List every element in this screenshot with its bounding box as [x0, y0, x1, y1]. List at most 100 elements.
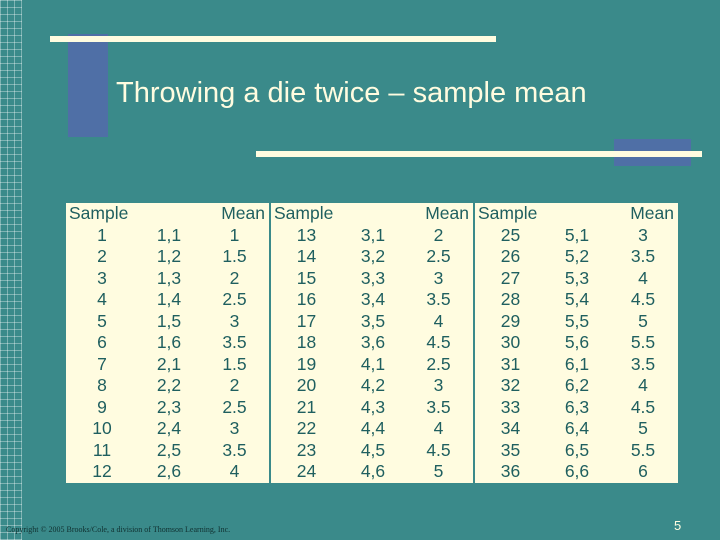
- pair-cell: 4,2: [360, 375, 386, 395]
- mean-cell: 1.5: [200, 353, 271, 375]
- mean-cell: 2.5: [404, 246, 475, 268]
- pair-cell: 2,1: [156, 353, 182, 374]
- table-row: 7 2,1 1.5 19 4,1 2.5 31 6,1 3.5: [66, 353, 678, 375]
- sample-number-cell: 9: [97, 396, 107, 417]
- mean-cell: 3.5: [404, 396, 475, 418]
- mean-cell: 3.5: [630, 246, 656, 266]
- pair-cell: 4,3: [360, 396, 386, 417]
- sample-number-cell: 35: [500, 439, 521, 460]
- sample-number-cell: 24: [296, 461, 317, 481]
- mean-cell: 2: [200, 267, 271, 289]
- grid-pattern-strip: [0, 0, 22, 540]
- sample-number-cell: 23: [296, 439, 317, 460]
- mean-cell: 4: [638, 375, 648, 395]
- pair-cell: 4,4: [360, 418, 386, 438]
- sample-number-cell: 7: [97, 353, 107, 374]
- mean-cell: 4.5: [630, 396, 656, 417]
- pair-cell: 5,6: [564, 332, 590, 352]
- pair-cell: 6,6: [564, 461, 590, 481]
- mean-cell: 3: [404, 267, 475, 289]
- pair-cell: 4,6: [360, 461, 386, 481]
- table-header-row: Sample Mean Sample Mean Sample Mean: [66, 203, 678, 225]
- table-body: 1 1,1 1 13 3,1 2 25 5,1 3 2 1,2 1.5 14 3,2 2.5 26 5,2 3.5…: [66, 224, 678, 483]
- mean-cell: 5.5: [630, 439, 656, 460]
- mean-cell: 2: [200, 375, 271, 397]
- mean-cell: 4.5: [404, 332, 475, 354]
- pair-cell: 3,3: [360, 267, 386, 288]
- sample-number-cell: 19: [296, 353, 317, 374]
- sample-number-cell: 13: [296, 224, 317, 245]
- table-row: 10 2,4 3 22 4,4 4 34 6,4 5: [66, 418, 678, 440]
- pair-cell: 6,2: [564, 375, 590, 395]
- pair-cell: 2,3: [156, 396, 182, 417]
- slide-title: Throwing a die twice – sample mean: [116, 77, 587, 109]
- sample-number-cell: 18: [296, 332, 317, 352]
- pair-cell: 1,2: [156, 246, 182, 266]
- pair-cell: 1,5: [156, 310, 182, 331]
- mean-cell: 4: [404, 418, 475, 440]
- sample-number-cell: 25: [500, 224, 521, 245]
- mean-cell: 1.5: [200, 246, 271, 268]
- pair-cell: 6,4: [564, 418, 590, 438]
- pair-cell: 3,2: [360, 246, 386, 266]
- table-row: 9 2,3 2.5 21 4,3 3.5 33 6,3 4.5: [66, 396, 678, 418]
- pair-cell: 3,6: [360, 332, 386, 352]
- sample-number-cell: 15: [296, 267, 317, 288]
- pair-cell: 1,3: [156, 267, 182, 288]
- table-row: 8 2,2 2 20 4,2 3 32 6,2 4: [66, 375, 678, 397]
- sample-number-cell: 5: [97, 310, 107, 331]
- header-sample-2: Sample: [274, 203, 334, 223]
- pair-cell: 5,1: [564, 224, 590, 245]
- pair-cell: 3,4: [360, 289, 386, 309]
- table-row: 6 1,6 3.5 18 3,6 4.5 30 5,6 5.5: [66, 332, 678, 354]
- mean-cell: 5.5: [630, 332, 656, 352]
- decor-top-bar: [50, 36, 496, 42]
- sample-number-cell: 27: [500, 267, 521, 288]
- table-row: 11 2,5 3.5 23 4,5 4.5 35 6,5 5.5: [66, 439, 678, 461]
- sample-number-cell: 30: [500, 332, 521, 352]
- pair-cell: 2,2: [156, 375, 182, 395]
- mean-cell: 2: [404, 224, 475, 246]
- header-mean-1: Mean: [200, 203, 271, 225]
- sample-number-cell: 3: [97, 267, 107, 288]
- header-sample-1: Sample: [69, 203, 129, 223]
- mean-cell: 3.5: [630, 353, 656, 374]
- sample-number-cell: 22: [296, 418, 317, 438]
- sample-number-cell: 32: [500, 375, 521, 395]
- pair-cell: 6,1: [564, 353, 590, 374]
- table-row: 5 1,5 3 17 3,5 4 29 5,5 5: [66, 310, 678, 332]
- pair-cell: 2,4: [156, 418, 182, 438]
- sample-number-cell: 6: [97, 332, 107, 352]
- pair-cell: 2,5: [156, 439, 182, 460]
- decor-middle-bar: [256, 151, 702, 157]
- mean-cell: 1: [200, 224, 271, 246]
- sample-number-cell: 17: [296, 310, 317, 331]
- pair-cell: 2,6: [156, 461, 182, 481]
- pair-cell: 5,2: [564, 246, 590, 266]
- pair-cell: 1,4: [156, 289, 182, 309]
- table-row: 12 2,6 4 24 4,6 5 36 6,6 6: [66, 461, 678, 483]
- mean-cell: 3.5: [200, 439, 271, 461]
- table-row: 4 1,4 2.5 16 3,4 3.5 28 5,4 4.5: [66, 289, 678, 311]
- page-number: 5: [674, 518, 682, 533]
- pair-cell: 5,3: [564, 267, 590, 288]
- mean-cell: 4: [404, 310, 475, 332]
- mean-cell: 3.5: [200, 332, 271, 354]
- mean-cell: 3: [200, 418, 271, 440]
- pair-cell: 5,4: [564, 289, 590, 309]
- table-row: 1 1,1 1 13 3,1 2 25 5,1 3: [66, 224, 678, 246]
- sample-number-cell: 28: [500, 289, 521, 309]
- pair-cell: 1,6: [156, 332, 182, 352]
- mean-cell: 2.5: [404, 353, 475, 375]
- mean-cell: 4.5: [630, 289, 656, 309]
- mean-cell: 3: [404, 375, 475, 397]
- pair-cell: 3,1: [360, 224, 386, 245]
- sample-number-cell: 20: [296, 375, 317, 395]
- mean-cell: 5: [404, 461, 475, 483]
- mean-cell: 5: [638, 310, 648, 331]
- mean-cell: 5: [638, 418, 648, 438]
- sample-number-cell: 21: [296, 396, 317, 417]
- sample-number-cell: 14: [296, 246, 317, 266]
- mean-cell: 4: [200, 461, 271, 483]
- pair-cell: 6,3: [564, 396, 590, 417]
